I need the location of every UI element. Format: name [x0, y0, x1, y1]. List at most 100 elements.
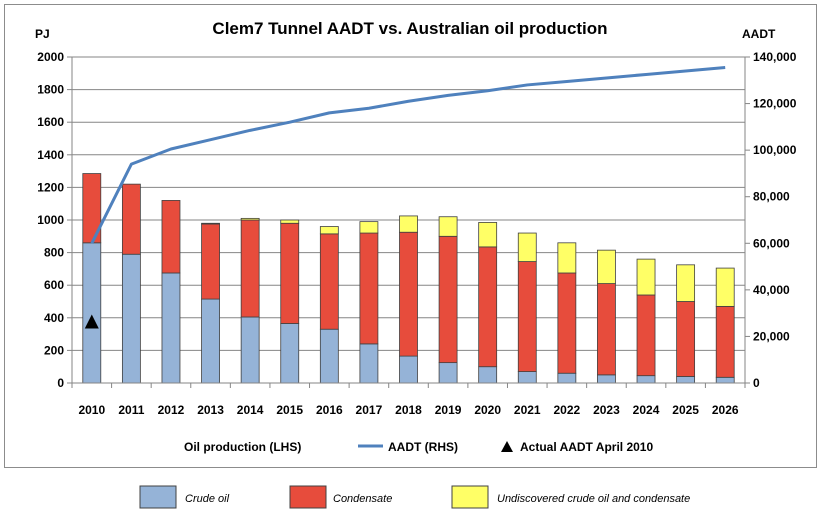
bar-crude-oil [201, 298, 220, 384]
legend-marker-swatch [501, 441, 513, 452]
legend-label-undiscovered: Undiscovered crude oil and condensate [497, 493, 690, 505]
aadt-line [90, 65, 726, 244]
right-axis-ticks: 0 20,000 40,000 60,000 80,000 100,000 120,000 1… [745, 50, 797, 390]
aadt-line-path [90, 65, 726, 244]
bar-condensate [319, 233, 339, 330]
bar-crude-oil [280, 323, 300, 384]
left-tick-label: 1800 [37, 83, 64, 97]
left-tick-label: 2000 [37, 50, 64, 64]
bar-undiscovered [636, 258, 656, 296]
x-tick-label: 2017 [356, 403, 383, 417]
bar-condensate [636, 294, 656, 377]
bar-undiscovered [517, 232, 537, 262]
bar-crude-oil [82, 242, 102, 384]
bar-crude-oil [517, 371, 537, 384]
bar-condensate [399, 231, 418, 357]
right-tick-label: 140,000 [753, 50, 797, 64]
bar-undiscovered [676, 264, 696, 302]
bar-crude-oil [597, 374, 616, 384]
right-axis-unit: AADT [742, 27, 776, 41]
right-tick-label: 100,000 [753, 143, 797, 157]
bar-condensate [359, 232, 379, 345]
bar-condensate [478, 246, 498, 368]
x-tick-label: 2023 [593, 403, 620, 417]
actual-aadt-triangle [84, 314, 99, 329]
x-tick-label: 2024 [633, 403, 660, 417]
bar-undiscovered [201, 222, 220, 225]
right-tick-label: 120,000 [753, 97, 797, 111]
x-axis-ticks: 2010 2011 2012 2013 2014 2015 2016 2017 2018 2019… [71, 383, 746, 417]
bar-condensate [517, 261, 537, 372]
bar-condensate [121, 183, 141, 255]
chart-title: Clem7 Tunnel AADT vs. Australian oil pro… [212, 19, 607, 38]
bar-crude-oil [557, 372, 577, 384]
bar-condensate [597, 283, 616, 376]
x-tick-label: 2010 [78, 403, 105, 417]
left-tick-label: 200 [44, 343, 64, 357]
right-tick-label: 80,000 [753, 190, 790, 204]
x-tick-label: 2021 [514, 403, 541, 417]
bar-undiscovered [715, 267, 735, 307]
bar-condensate [161, 200, 181, 274]
legend-swatch-condensate [289, 485, 327, 509]
bar-condensate [240, 219, 260, 318]
x-tick-label: 2015 [276, 403, 303, 417]
right-tick-label: 20,000 [753, 329, 790, 343]
chart-svg: Clem7 Tunnel AADT vs. Australian oil pro… [35, 19, 797, 454]
bar-crude-oil [319, 328, 339, 384]
legend-swatch-crude-oil [139, 485, 177, 509]
bar-undiscovered [557, 242, 577, 274]
right-tick-label: 60,000 [753, 236, 790, 250]
x-tick-label: 2022 [554, 403, 581, 417]
bar-condensate [201, 223, 220, 300]
chart-frame: Clem7 Tunnel AADT vs. Australian oil pro… [4, 4, 817, 468]
bar-crude-oil [161, 272, 181, 384]
bar-crude-oil [676, 376, 696, 384]
bar-undiscovered [478, 222, 498, 248]
bar-crude-oil [121, 253, 141, 384]
legend-swatch-undiscovered [451, 485, 489, 509]
series-legend: Crude oil Condensate Undiscovered crude … [139, 485, 690, 509]
left-tick-label: 400 [44, 311, 64, 325]
x-tick-label: 2026 [712, 403, 739, 417]
bar-crude-oil [359, 343, 379, 384]
bar-undiscovered [438, 216, 458, 237]
x-tick-label: 2018 [395, 403, 422, 417]
legend-line-label: AADT (RHS) [388, 440, 458, 454]
right-tick-label: 0 [753, 376, 760, 390]
bar-undiscovered [280, 219, 300, 224]
left-tick-label: 800 [44, 246, 64, 260]
bar-undiscovered [240, 217, 260, 221]
x-tick-label: 2019 [435, 403, 462, 417]
actual-aadt-marker [84, 314, 99, 329]
x-tick-label: 2025 [672, 403, 699, 417]
bar-condensate [715, 305, 735, 378]
bar-crude-oil [636, 375, 656, 384]
x-tick-label: 2013 [197, 403, 224, 417]
bar-crude-oil [240, 316, 260, 384]
bar-undiscovered [597, 249, 616, 284]
bar-condensate [557, 272, 577, 374]
left-axis-unit: PJ [35, 27, 50, 41]
legend-marker-label: Actual AADT April 2010 [520, 440, 653, 454]
x-tick-label: 2020 [474, 403, 501, 417]
bar-undiscovered [399, 215, 418, 233]
left-tick-label: 1400 [37, 148, 64, 162]
x-tick-label: 2016 [316, 403, 343, 417]
bar-condensate [676, 301, 696, 377]
left-tick-label: 1000 [37, 213, 64, 227]
left-tick-label: 1200 [37, 180, 64, 194]
bar-crude-oil [399, 355, 418, 384]
legend-top: Oil production (LHS) AADT (RHS) Actual A… [184, 440, 653, 454]
bar-condensate [280, 222, 300, 324]
legend-bars-label: Oil production (LHS) [184, 440, 301, 454]
left-tick-label: 0 [57, 376, 64, 390]
left-tick-label: 600 [44, 278, 64, 292]
bar-stacks [82, 173, 735, 384]
left-axis-ticks: 0 200 400 600 800 1000 1200 1400 1600 1800 2000 [37, 50, 72, 390]
bar-crude-oil [438, 362, 458, 384]
x-tick-label: 2014 [237, 403, 264, 417]
bar-condensate [438, 235, 458, 364]
bar-crude-oil [715, 376, 735, 384]
x-tick-label: 2012 [158, 403, 185, 417]
